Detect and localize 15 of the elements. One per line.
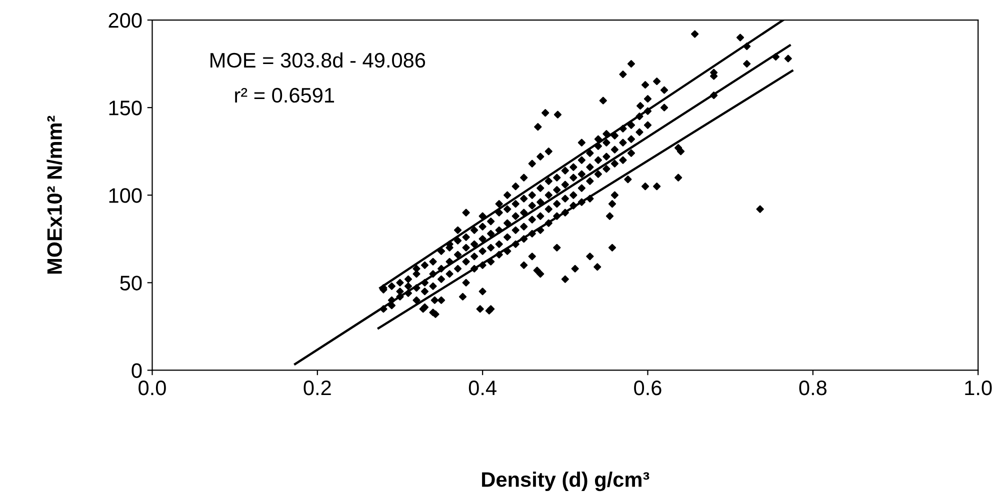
y-tick-label: 200: [108, 13, 142, 28]
x-tick-label: 1.0: [965, 380, 992, 396]
y-tick-label: 0: [132, 363, 142, 378]
x-tick-label: 0.6: [634, 380, 662, 396]
y-tick-label: 100: [109, 188, 142, 203]
x-axis-title: Density (d) g/cm³: [482, 472, 650, 492]
x-tick-label: 0.0: [138, 380, 166, 396]
x-tick-label: 0.4: [468, 380, 496, 396]
annotation: r² = 0.6591: [235, 88, 334, 103]
y-tick-label: 50: [120, 276, 142, 290]
y-axis-title: MOEx10² N/mm²: [46, 116, 62, 274]
annotation: MOE = 303.8d - 49.086: [210, 52, 426, 68]
x-tick-label: 0.2: [304, 380, 331, 396]
x-tick-label: 0.8: [799, 380, 826, 396]
y-tick-label: 150: [109, 100, 142, 116]
